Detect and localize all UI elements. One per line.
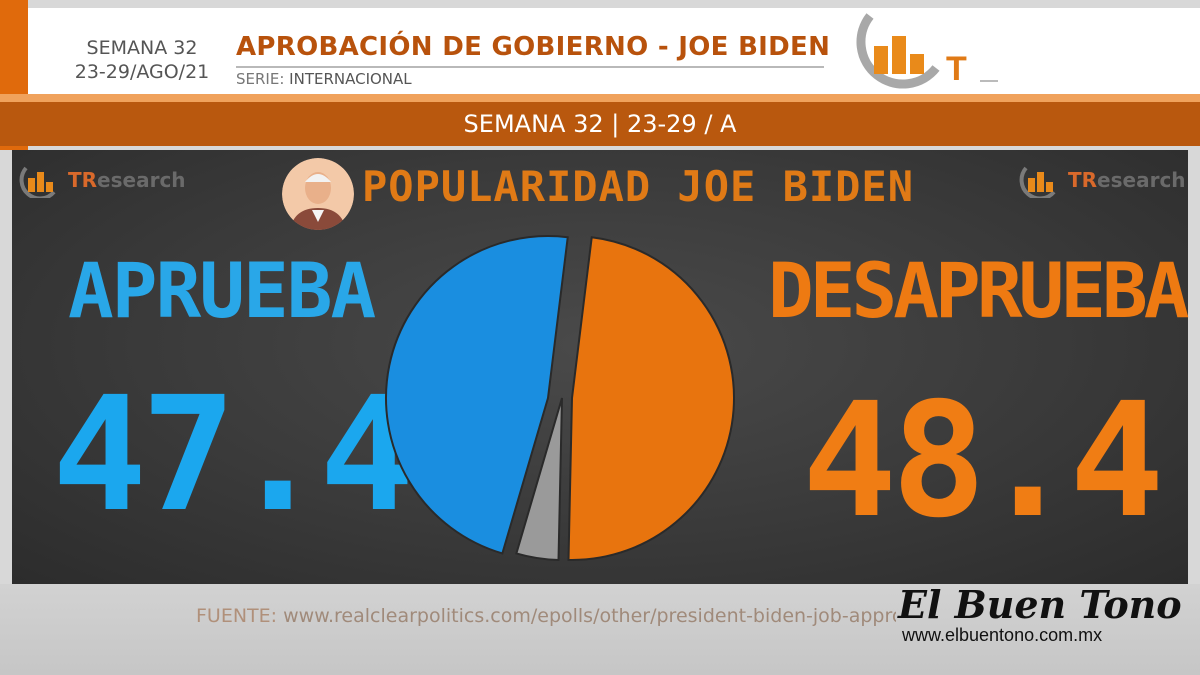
brand-prefix: TR bbox=[68, 168, 98, 192]
portrait-icon bbox=[282, 158, 354, 230]
source-line: FUENTE: www.realclearpolitics.com/epolls… bbox=[196, 605, 896, 627]
watermark-name: El Buen Tono bbox=[898, 582, 1182, 627]
logo-letter: T bbox=[946, 50, 967, 88]
footer-strip bbox=[0, 584, 1200, 675]
approve-value: 47.4 bbox=[52, 363, 414, 547]
week-block: SEMANA 32 23-29/AGO/21 bbox=[72, 36, 212, 84]
approve-label: APRUEBA bbox=[68, 246, 376, 335]
tresearch-wordmark: TResearch bbox=[1068, 168, 1186, 192]
chart-title: POPULARIDAD JOE BIDEN bbox=[362, 162, 915, 211]
tresearch-icon bbox=[1019, 166, 1056, 198]
tresearch-brand-left: TResearch bbox=[18, 156, 186, 204]
orange-bar bbox=[0, 94, 1200, 102]
biden-avatar bbox=[282, 158, 354, 230]
source-key: FUENTE: bbox=[196, 605, 278, 627]
serie-key: SERIE: bbox=[236, 70, 285, 88]
brand-rest: esearch bbox=[1097, 168, 1186, 192]
tresearch-icon bbox=[19, 166, 56, 198]
pie-slice-disapprove bbox=[567, 236, 735, 561]
week-bar: SEMANA 32 | 23-29 / A bbox=[0, 102, 1200, 146]
watermark-url: www.elbuentono.com.mx bbox=[902, 625, 1103, 645]
disapprove-label: DESAPRUEBA bbox=[768, 246, 1190, 335]
serie-value: INTERNACIONAL bbox=[289, 70, 412, 88]
pie-slice-approve bbox=[385, 235, 569, 555]
tresearch-wordmark: TResearch bbox=[68, 168, 186, 192]
brand-prefix: TR bbox=[1068, 168, 1098, 192]
week-dates: 23-29/AGO/21 bbox=[74, 61, 210, 83]
header-divider bbox=[236, 66, 824, 68]
brand-rest: esearch bbox=[97, 168, 186, 192]
chart-panel: TResearch TResearch POPULARIDAD JOE BIDE… bbox=[12, 150, 1190, 584]
week-label: SEMANA 32 bbox=[86, 37, 198, 59]
source-url: www.realclearpolitics.com/epolls/other/p… bbox=[283, 605, 896, 627]
header-banner: SEMANA 32 23-29/AGO/21 APROBACIÓN DE GOB… bbox=[28, 8, 1200, 94]
pie-slice-other bbox=[515, 397, 563, 561]
disapprove-value: 48.4 bbox=[802, 369, 1164, 553]
serie-line: SERIE: INTERNACIONAL bbox=[236, 70, 412, 88]
tresearch-logo-icon: T bbox=[856, 13, 998, 89]
tresearch-brand-right: TResearch bbox=[1018, 156, 1186, 204]
pie-chart bbox=[385, 235, 735, 561]
header-title: APROBACIÓN DE GOBIERNO - JOE BIDEN bbox=[236, 32, 831, 62]
